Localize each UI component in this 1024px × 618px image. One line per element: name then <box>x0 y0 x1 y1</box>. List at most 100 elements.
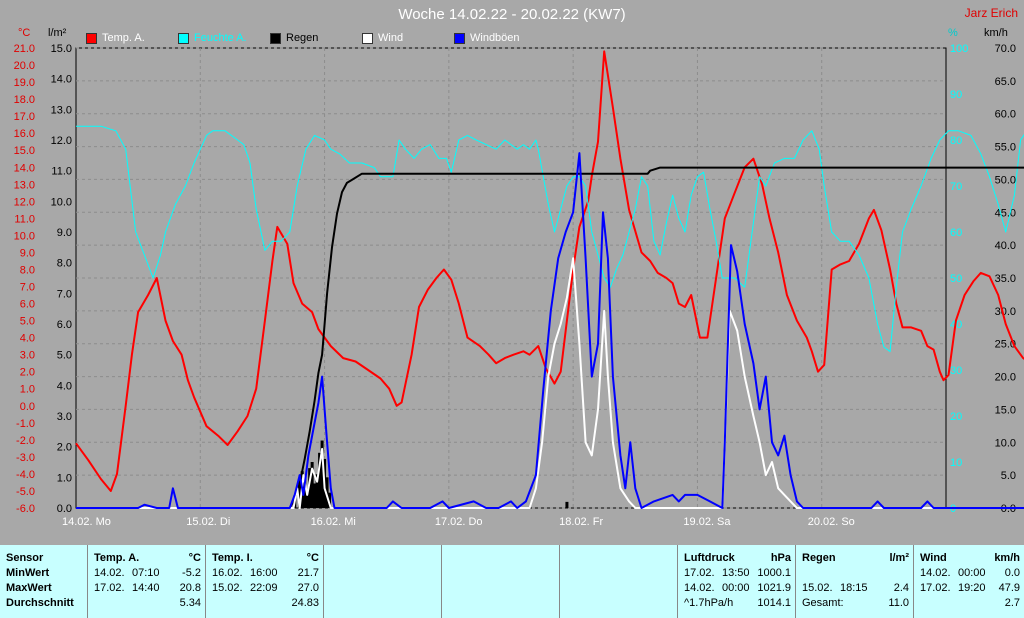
stats-panel: Sensor MinWert MaxWert Durchschnitt Temp… <box>0 545 1024 618</box>
rain-axis-tick-label: 5.0 <box>57 350 72 362</box>
series-line-feuchtea <box>76 125 1024 353</box>
temp-axis-tick-label: 17.0 <box>14 111 35 123</box>
cell-label: Gesamt: <box>802 597 844 609</box>
cell-time: 18:15 <box>840 582 868 594</box>
temp-axis-tick-label: 14.0 <box>14 162 35 174</box>
column-unit: km/h <box>994 552 1020 564</box>
humidity-axis-tick-label: 100 <box>950 43 968 55</box>
rain-bar <box>318 452 322 508</box>
author-label: Jarz Erich <box>964 6 1018 20</box>
cell-date: 14.02. <box>684 582 715 594</box>
temp-axis-tick-label: 11.0 <box>14 213 35 225</box>
cell-value: 11.0 <box>888 597 909 609</box>
humidity-axis-tick-label: 30 <box>950 365 962 377</box>
rain-axis-tick-label: 0.0 <box>57 503 72 515</box>
humidity-unit-label: % <box>948 27 958 39</box>
legend-item: Windböen <box>454 31 546 45</box>
legend-swatch <box>178 32 189 44</box>
temp-axis-tick-label: -5.0 <box>16 486 35 498</box>
cell-time: 13:50 <box>722 567 750 579</box>
series-line-tempa <box>75 50 1024 492</box>
rain-bar <box>298 480 302 508</box>
rain-axis-tick-label: 7.0 <box>57 288 72 300</box>
temp-axis-tick-label: 4.0 <box>20 333 35 345</box>
cell-value: 20.8 <box>179 582 201 594</box>
temp-axis-tick-label: 10.0 <box>14 230 35 242</box>
temp-axis-tick-label: 0.0 <box>20 401 35 413</box>
cell-value: 1021.9 <box>757 582 791 594</box>
series-line-windben <box>76 152 1024 509</box>
column-unit: l/m² <box>889 552 909 564</box>
wind-axis-tick-label: 70.0 <box>995 43 1016 55</box>
legend-label: Temp. A. <box>102 32 145 44</box>
temp-axis-tick-label: 5.0 <box>20 316 35 328</box>
legend-label: Regen <box>286 32 319 44</box>
rain-unit-label: l/m² <box>48 27 67 39</box>
cell-date: 17.02. <box>94 582 125 594</box>
column-title: Temp. I. <box>212 552 253 564</box>
stats-pressure-column: Luftdruck hPa 17.02. 13:50 1000.1 14.02. 00:… <box>678 545 796 618</box>
temp-axis-tick-label: 12.0 <box>14 196 35 208</box>
temp-axis-tick-label: 20.0 <box>14 60 35 72</box>
wind-axis-tick-label: 60.0 <box>995 109 1016 121</box>
column-unit: hPa <box>770 552 791 564</box>
temp-axis-tick-label: 8.0 <box>20 264 35 276</box>
rain-axis-tick-label: 8.0 <box>57 258 72 270</box>
x-axis-tick-label: 14.02. Mo <box>62 516 111 528</box>
cell-time: 16:00 <box>250 567 278 579</box>
temp-axis-tick-label: 1.0 <box>20 384 35 396</box>
wind-axis-tick-label: 55.0 <box>995 142 1016 154</box>
stats-wind-column: Wind km/h 14.02. 00:00 0.0 17.02. 19:20 47.9 … <box>914 545 1024 618</box>
rain-bar <box>565 501 569 508</box>
stats-empty-column <box>442 545 560 618</box>
stats-temp-i-column: Temp. I. °C 16.02. 16:00 21.7 15.02. 22:09 27… <box>206 545 324 618</box>
wind-axis-tick-label: 35.0 <box>995 273 1016 285</box>
rain-axis-tick-label: 13.0 <box>51 104 72 116</box>
temp-axis-tick-label: -6.0 <box>16 503 35 515</box>
cell-value: 21.7 <box>297 567 319 579</box>
rain-axis-tick-label: 3.0 <box>57 411 72 423</box>
legend-swatch <box>362 32 373 44</box>
wind-axis-tick-label: 25.0 <box>995 339 1016 351</box>
temp-axis-tick-label: 7.0 <box>20 282 35 294</box>
cell-time: 07:10 <box>132 567 160 579</box>
wind-axis-tick-label: 5.0 <box>1001 470 1016 482</box>
rain-bar <box>320 440 324 508</box>
cell-value: 27.0 <box>297 582 319 594</box>
stats-row-label: MinWert <box>6 567 50 579</box>
cell-time: 14:40 <box>132 582 160 594</box>
cell-value: 5.34 <box>179 597 201 609</box>
temp-axis-tick-label: 16.0 <box>14 128 35 140</box>
temp-axis-tick-label: -3.0 <box>16 452 35 464</box>
temp-axis-tick-label: -1.0 <box>16 418 35 430</box>
cell-date: 17.02. <box>920 582 951 594</box>
cell-time: 19:20 <box>958 582 986 594</box>
temp-axis-tick-label: 2.0 <box>20 367 35 379</box>
temp-axis-tick-label: 15.0 <box>14 145 35 157</box>
stats-empty-column <box>560 545 678 618</box>
humidity-axis-tick-label: 90 <box>950 89 962 101</box>
column-title: Wind <box>920 552 947 564</box>
legend: Temp. A. Feuchte A. Regen Wind Windböen <box>86 31 546 45</box>
rain-axis-tick-label: 11.0 <box>51 166 72 178</box>
temp-axis-tick-label: 21.0 <box>14 43 35 55</box>
stats-temp-a-column: Temp. A. °C 14.02. 07:10 -5.2 17.02. 14:40 20… <box>88 545 206 618</box>
rain-bar <box>305 489 309 508</box>
temp-axis-tick-label: 3.0 <box>20 350 35 362</box>
rain-bar <box>315 474 319 508</box>
stats-empty-column <box>324 545 442 618</box>
legend-swatch <box>86 32 97 44</box>
x-axis-tick-label: 20.02. So <box>808 516 855 528</box>
temp-axis-tick-label: 18.0 <box>14 94 35 106</box>
temp-axis-tick-label: 19.0 <box>14 77 35 89</box>
wind-axis-tick-label: 65.0 <box>995 76 1016 88</box>
x-axis-tick-label: 17.02. Do <box>435 516 483 528</box>
x-axis-tick-label: 18.02. Fr <box>559 516 603 528</box>
stats-sensor-column: Sensor MinWert MaxWert Durchschnitt <box>0 545 88 618</box>
legend-item: Wind <box>362 31 454 45</box>
column-title: Luftdruck <box>684 552 735 564</box>
temp-axis-tick-label: -4.0 <box>16 469 35 481</box>
cell-value: 0.0 <box>1004 567 1020 579</box>
wind-axis-tick-label: 15.0 <box>995 404 1016 416</box>
cell-value: 2.7 <box>1004 597 1020 609</box>
